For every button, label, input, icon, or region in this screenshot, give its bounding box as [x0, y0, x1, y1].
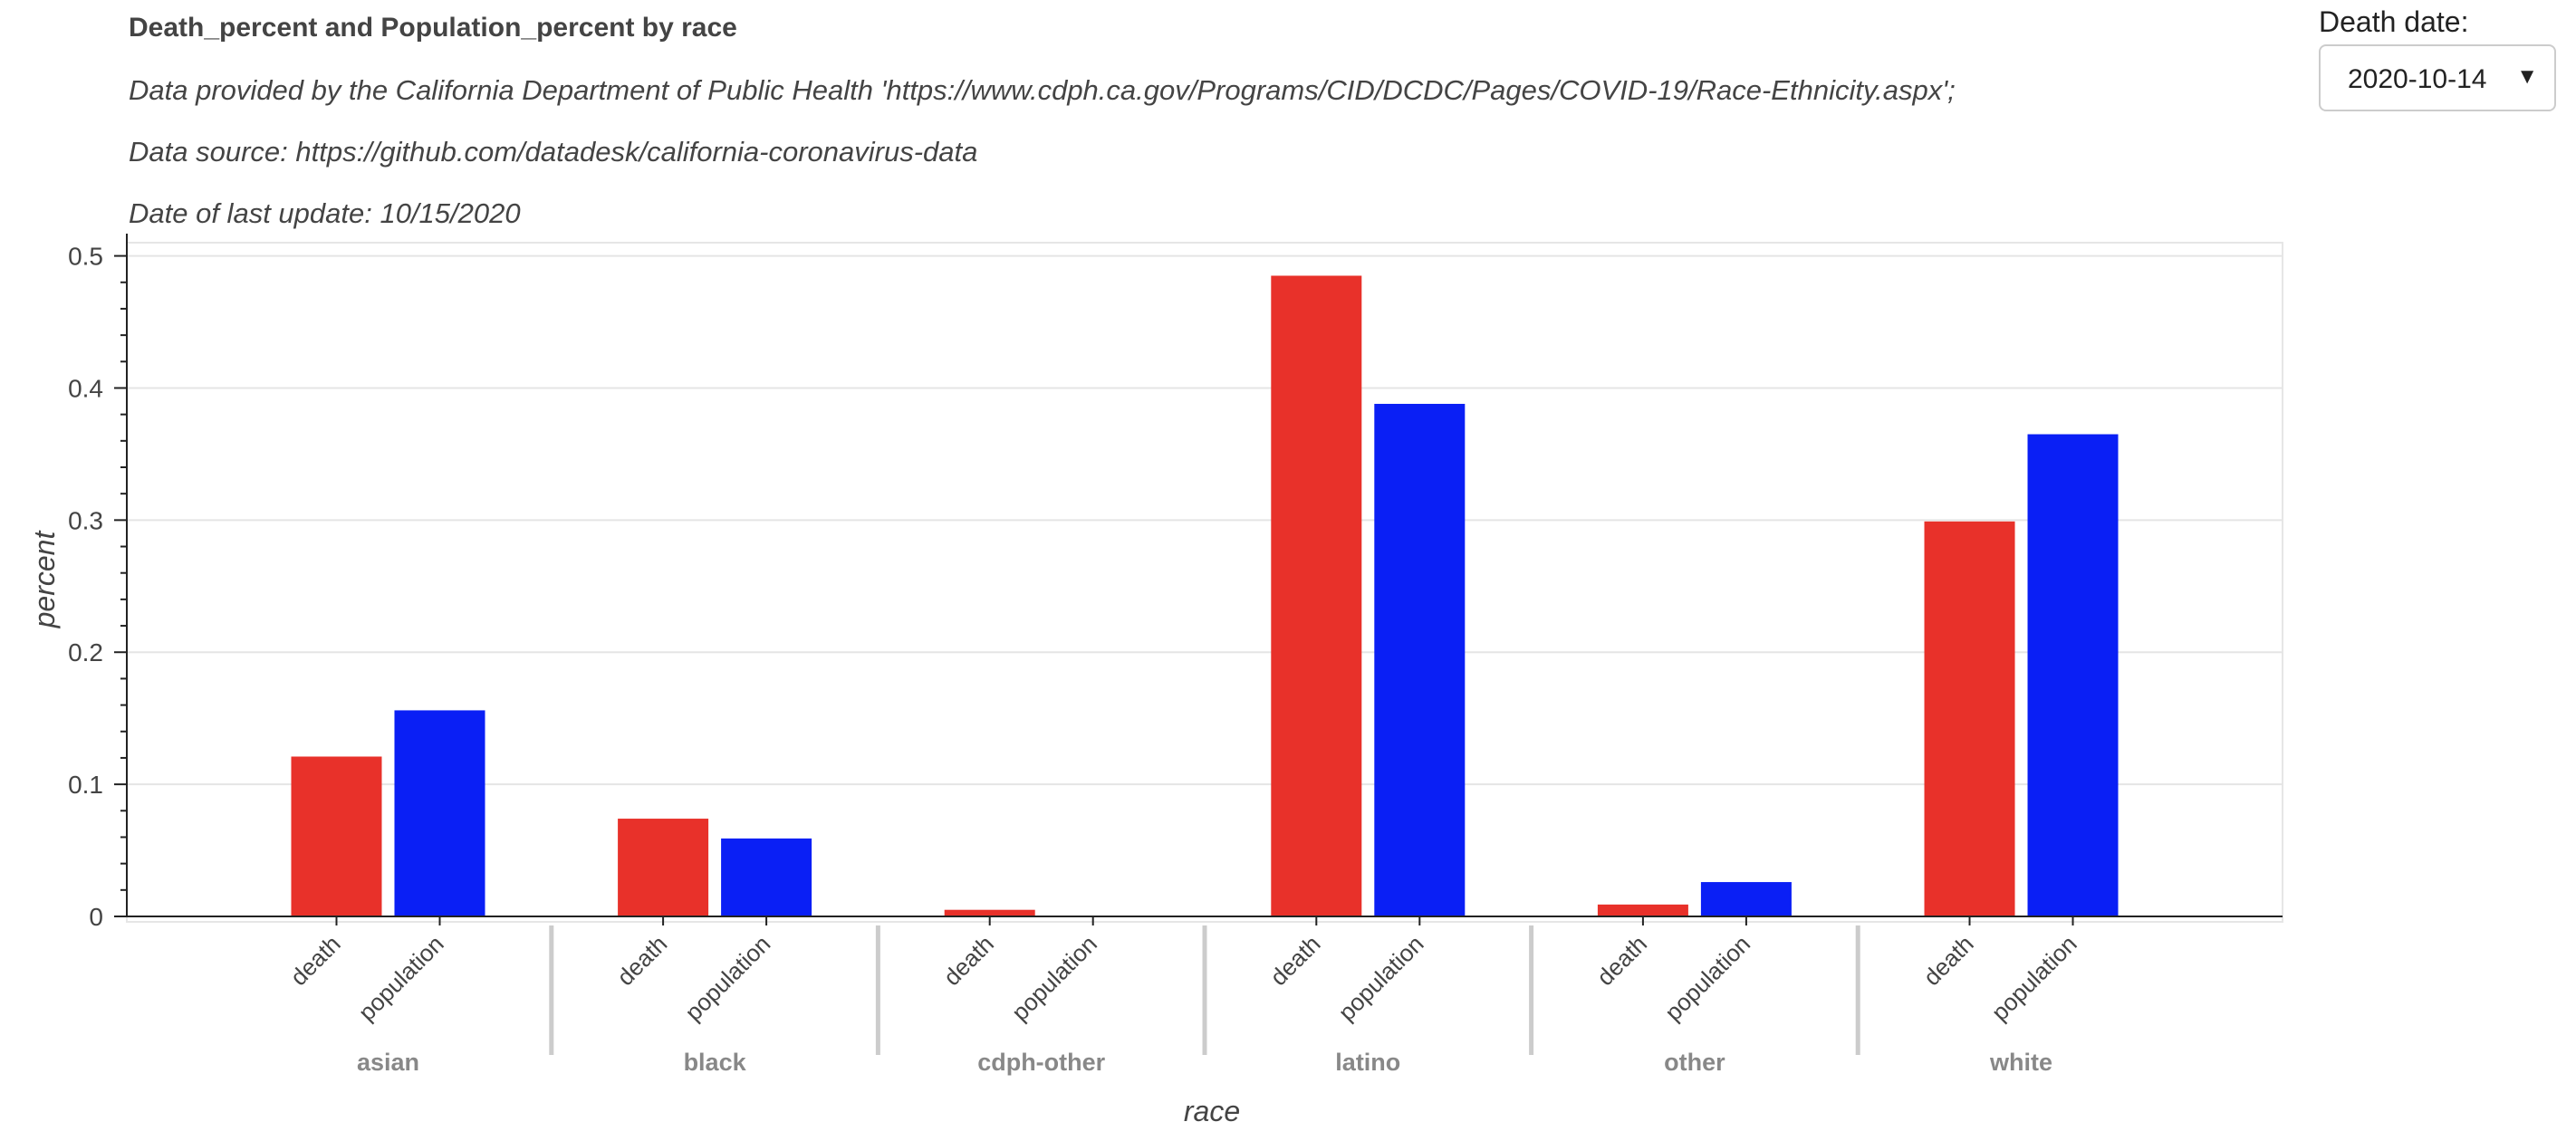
x-subcategory-label: death [938, 930, 999, 991]
bars [291, 275, 2119, 917]
grid-lines [127, 254, 2283, 786]
chart-subtitle-last-update: Date of last update: 10/15/2020 [129, 197, 521, 229]
y-tick-label: 0 [89, 903, 103, 931]
x-subcategory-label: population [1986, 930, 2082, 1026]
y-axis-title: percent [28, 531, 61, 629]
bar-white-population [2027, 434, 2119, 916]
x-category-label-black: black [684, 1049, 747, 1076]
x-subcategory-label: population [1006, 930, 1102, 1026]
y-tick-label: 0.2 [68, 638, 103, 666]
bar-latino-death [1271, 275, 1362, 916]
x-subcategory-label: death [1918, 930, 1979, 991]
bar-other-population [1700, 882, 1792, 916]
y-tick-label: 0.1 [68, 771, 103, 799]
y-tick-label: 0.3 [68, 506, 103, 534]
bar-latino-population [1374, 403, 1466, 917]
bar-cdph-other-death [944, 909, 1035, 916]
x-category-label-latino: latino [1335, 1049, 1400, 1076]
death-date-label: Death date: [2319, 5, 2469, 38]
bar-white-death [1924, 521, 2015, 916]
death-date-select[interactable]: 2020-10-14 ▼ [2319, 44, 2556, 111]
bar-black-population [721, 838, 812, 916]
chart-subtitle-source-cdph: Data provided by the California Departme… [129, 74, 1956, 106]
x-subcategory-label: death [611, 930, 672, 991]
x-category-label-cdph-other: cdph-other [977, 1049, 1105, 1076]
y-tick-label: 0.4 [68, 374, 103, 402]
x-subcategory-label: population [1332, 930, 1428, 1026]
axes: 0 0.1 0.2 0.3 0.4 0.5 [68, 234, 2283, 931]
x-subcategory-label: population [679, 930, 775, 1026]
chart-subtitle-data-source: Data source: https://github.com/datadesk… [129, 136, 978, 168]
chart-title: Death_percent and Population_percent by … [129, 13, 737, 43]
x-subcategory-label: death [284, 930, 345, 991]
chevron-down-icon[interactable]: ▼ [2516, 64, 2538, 89]
bar-asian-population [394, 710, 485, 916]
x-subcategory-label: population [353, 930, 449, 1026]
bar-other-death [1597, 904, 1688, 916]
x-axis-title: race [1184, 1095, 1240, 1127]
y-tick-label: 0.5 [68, 243, 103, 271]
x-category-label-white: white [1989, 1049, 2052, 1076]
bar-black-death [618, 819, 709, 916]
x-subcategory-label: death [1264, 930, 1325, 991]
x-subcategory-label: death [1591, 930, 1652, 991]
x-category-label-other: other [1664, 1049, 1725, 1076]
death-date-widget: Death date: 2020-10-14 ▼ [2319, 5, 2556, 111]
death-date-value: 2020-10-14 [2348, 64, 2487, 94]
x-category-label-asian: asian [357, 1049, 419, 1076]
bar-asian-death [291, 756, 382, 916]
x-subcategory-label: population [1659, 930, 1755, 1026]
